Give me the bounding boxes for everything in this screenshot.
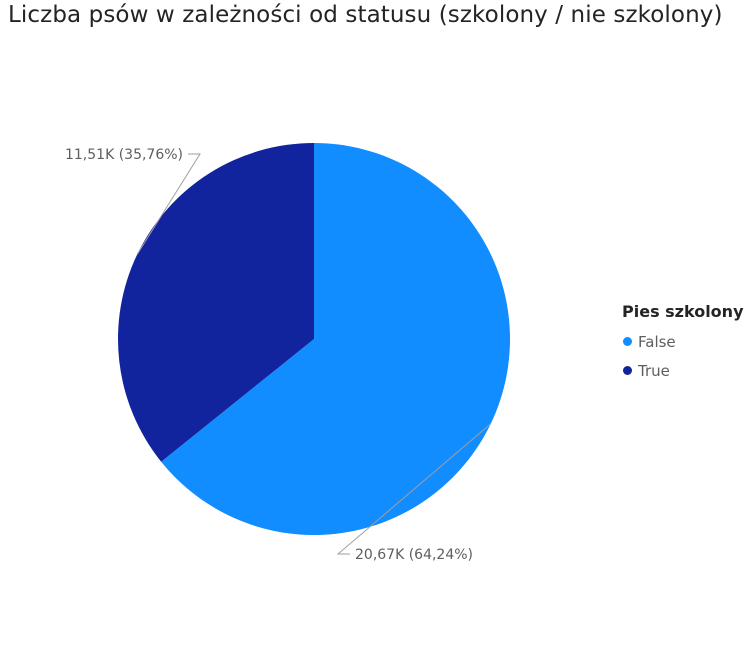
leader-line-true <box>136 153 201 255</box>
chart-title: Liczba psów w zależności od statusu (szk… <box>8 2 723 28</box>
legend-item-false[interactable]: False <box>622 327 744 356</box>
pie-slice-false[interactable] <box>161 143 511 535</box>
data-label-false: 20,67K (64,24%) <box>355 547 473 563</box>
legend-item-true[interactable]: True <box>622 356 744 385</box>
legend-title: Pies szkolony <box>622 302 744 321</box>
legend-dot-icon <box>623 366 632 375</box>
pie-slice-true[interactable] <box>117 143 314 462</box>
leader-line-false <box>336 423 492 555</box>
legend-item-label: True <box>638 361 670 380</box>
legend-item-label: False <box>638 332 676 351</box>
legend-dot-icon <box>623 337 632 346</box>
data-label-true: 11,51K (35,76%) <box>65 147 183 163</box>
legend: Pies szkolony False True <box>622 302 744 385</box>
